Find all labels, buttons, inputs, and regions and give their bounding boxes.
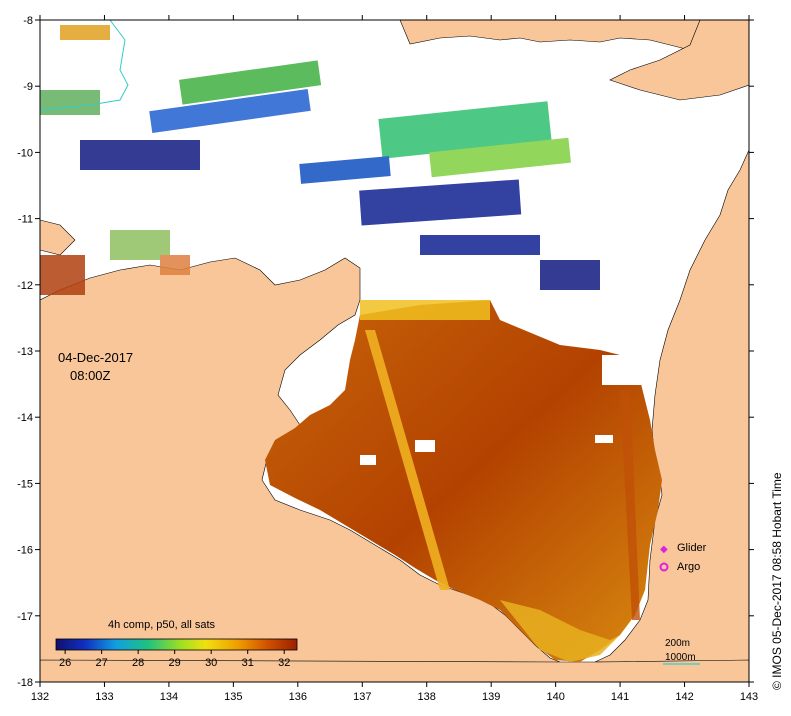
land-ne [609,20,749,101]
y-axis: -8 -9 -10 -11 -12 -13 -14 -15 -16 -17 -18 [17,15,754,689]
y-tick-label: -14 [17,412,33,424]
x-axis: 132 133 134 135 136 137 138 139 140 141 142 143 [31,15,758,703]
colorbar-tick-label: 32 [278,657,290,669]
cloud-hole [602,355,642,385]
glider-legend-label: Glider [677,542,707,554]
y-tick-label: -16 [17,545,33,557]
argo-icon [659,562,669,572]
y-tick-label: -17 [17,611,33,623]
y-tick-label: -10 [17,147,33,159]
product-label: 4h comp, p50, all sats [108,619,216,631]
colorbar-tick-label: 26 [59,657,71,669]
colorbar-tick-label: 29 [169,657,181,669]
y-tick-label: -13 [17,346,33,358]
y-tick-label: -15 [17,478,33,490]
x-tick-label: 134 [160,691,178,703]
x-tick-label: 141 [611,691,629,703]
sst-north-patches [40,25,600,295]
contour-1000m [40,20,129,111]
date-stamp: 04-Dec-2017 08:00Z [58,349,133,385]
imos-credit: © IMOS 05-Dec-2017 08:58 Hobart Time [770,472,784,690]
sst-gulf [265,300,662,662]
y-tick-label: -18 [17,677,33,689]
colorbar-tick-label: 31 [242,657,254,669]
x-tick-label: 137 [353,691,371,703]
sst-swath-2 [620,390,640,620]
y-tick-label: -12 [17,280,33,292]
sst-north-band [360,300,490,320]
x-tick-label: 136 [289,691,307,703]
contour-1000m-label: 1000m [665,652,696,663]
cloud-hole [360,455,376,465]
colorbar-tick-label: 27 [96,657,108,669]
colorbar-tick-label: 28 [132,657,144,669]
x-tick-label: 133 [95,691,113,703]
sst-swath-1 [365,330,450,590]
cloud-hole [595,435,613,443]
land-west [40,219,76,256]
colorbar-tick-label: 30 [205,657,217,669]
x-tick-label: 135 [224,691,242,703]
x-tick-label: 142 [675,691,693,703]
y-tick-label: -9 [23,81,33,93]
land-south [40,659,749,682]
y-tick-label: -8 [23,15,33,27]
date-label: 04-Dec-2017 [58,350,134,365]
colorbar [55,638,298,651]
sst-south-rim [500,600,620,662]
glider-icon: ◆ [660,544,668,555]
y-tick-label: -11 [18,214,33,226]
x-tick-label: 139 [482,691,500,703]
x-tick-label: 143 [740,691,758,703]
x-tick-label: 140 [546,691,564,703]
argo-legend-label: Argo [677,561,701,573]
time-label: 08:00Z [70,368,111,383]
x-tick-label: 138 [418,691,436,703]
colorbar-ticks: 26 27 28 29 30 31 32 [59,650,290,669]
x-tick-label: 132 [31,691,49,703]
cloud-hole [415,440,435,452]
contour-200m-label: 200m [665,638,691,649]
